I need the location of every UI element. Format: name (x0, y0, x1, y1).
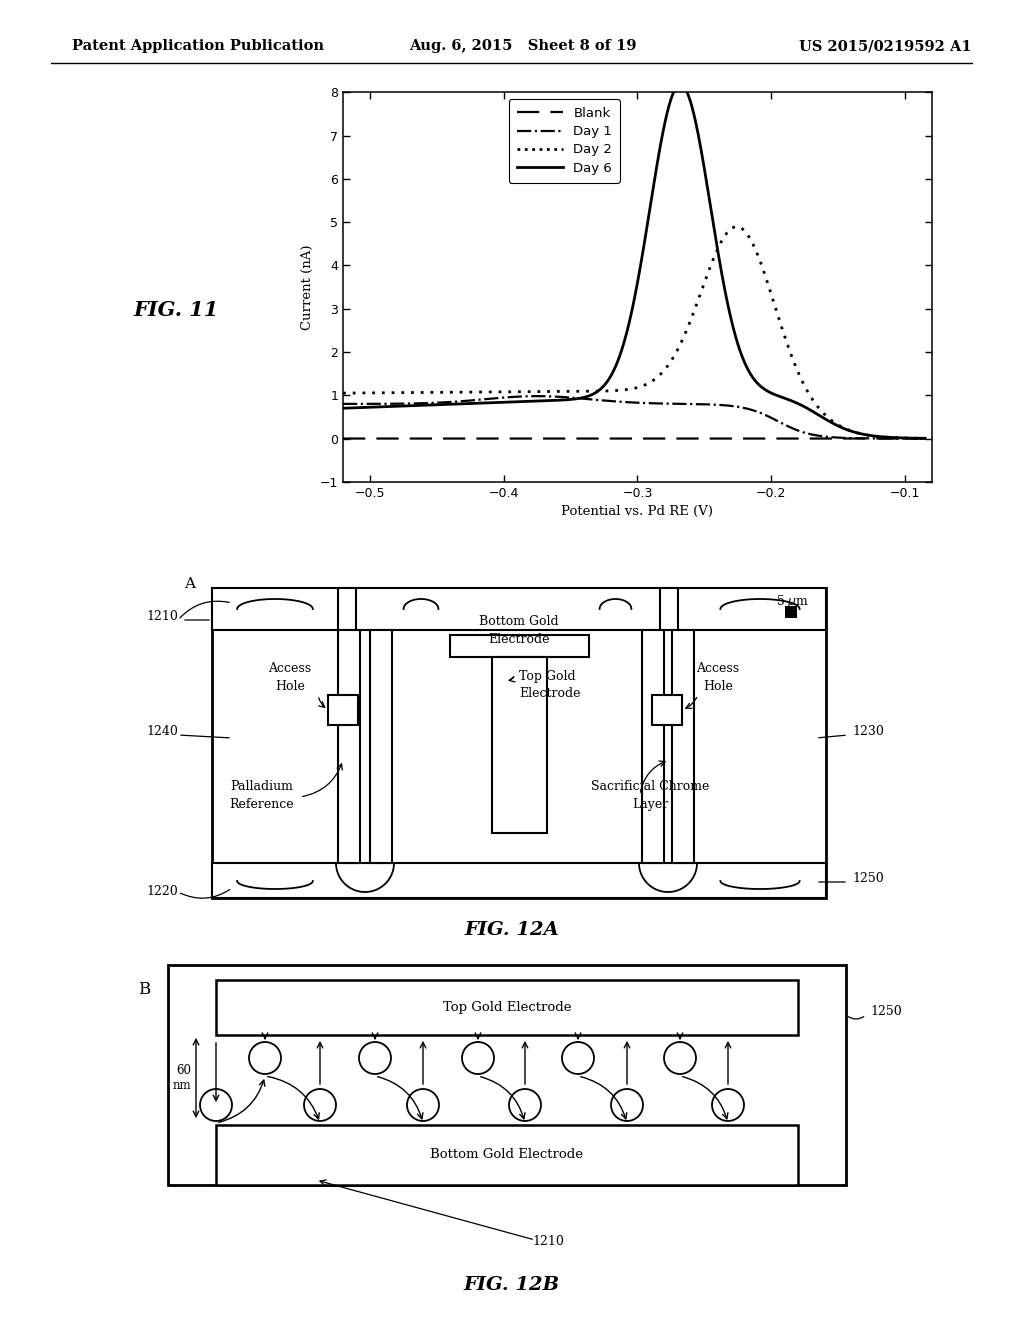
Bar (212, 587, 826, 630)
Bar (216, 1125, 798, 1185)
Text: FIG. 11: FIG. 11 (133, 300, 218, 321)
Text: 1210: 1210 (532, 1236, 564, 1247)
Text: US 2015/0219592 A1: US 2015/0219592 A1 (799, 40, 972, 53)
Bar (642, 630, 664, 863)
Text: FIG. 12A: FIG. 12A (465, 921, 559, 939)
Text: Top Gold Electrode: Top Gold Electrode (442, 1001, 571, 1014)
Bar (370, 630, 392, 863)
Text: 1240: 1240 (146, 725, 178, 738)
Bar (328, 696, 358, 725)
Text: 5 $\mu$m: 5 $\mu$m (776, 593, 810, 610)
Text: Electrode: Electrode (488, 634, 550, 645)
Bar (652, 696, 682, 725)
Text: Bottom Gold Electrode: Bottom Gold Electrode (430, 1148, 584, 1162)
Text: Hole: Hole (275, 680, 305, 693)
Text: Access: Access (268, 663, 311, 675)
Text: Patent Application Publication: Patent Application Publication (72, 40, 324, 53)
Text: 60
nm: 60 nm (172, 1064, 191, 1092)
Text: 1250: 1250 (852, 873, 884, 884)
Text: Bottom Gold: Bottom Gold (479, 615, 559, 628)
Bar (168, 965, 846, 1185)
Bar (492, 657, 547, 833)
Text: A: A (184, 577, 195, 591)
Text: Layer: Layer (632, 799, 668, 810)
Bar (212, 587, 826, 898)
Text: 1250: 1250 (870, 1005, 902, 1018)
Text: Hole: Hole (703, 680, 733, 693)
X-axis label: Potential vs. Pd RE (V): Potential vs. Pd RE (V) (561, 506, 714, 519)
Bar (672, 630, 694, 863)
Bar (450, 635, 589, 657)
Bar (216, 979, 798, 1035)
Bar (338, 630, 360, 863)
Text: Palladium: Palladium (230, 780, 294, 793)
Text: 1230: 1230 (852, 725, 884, 738)
Text: Top Gold: Top Gold (519, 671, 575, 682)
Text: Sacrificial Chrome: Sacrificial Chrome (591, 780, 710, 793)
Text: FIG. 12B: FIG. 12B (464, 1276, 560, 1294)
Y-axis label: Current (nA): Current (nA) (301, 244, 314, 330)
Bar (660, 587, 678, 630)
Bar (338, 587, 356, 630)
Legend: Blank, Day 1, Day 2, Day 6: Blank, Day 1, Day 2, Day 6 (509, 99, 621, 182)
Bar (785, 606, 797, 618)
Text: B: B (138, 982, 150, 998)
Bar (212, 863, 826, 898)
Text: Access: Access (696, 663, 739, 675)
Text: Reference: Reference (229, 799, 294, 810)
Text: Electrode: Electrode (519, 686, 581, 700)
Text: Aug. 6, 2015   Sheet 8 of 19: Aug. 6, 2015 Sheet 8 of 19 (410, 40, 637, 53)
Text: 1210: 1210 (146, 610, 178, 623)
Text: 1220: 1220 (146, 884, 178, 898)
